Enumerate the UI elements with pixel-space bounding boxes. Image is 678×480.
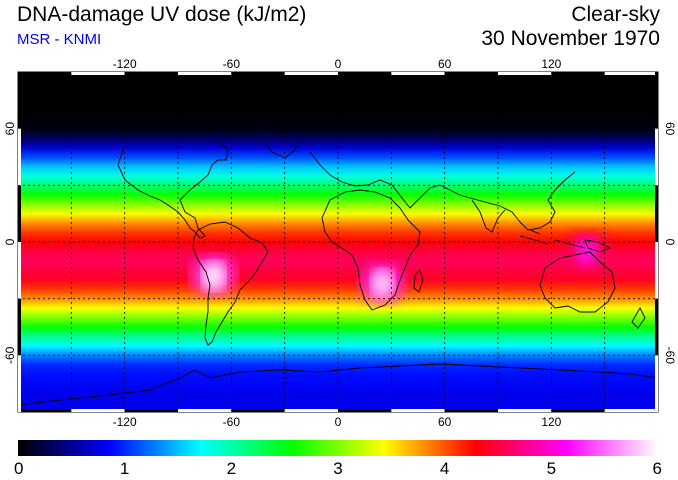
coast-australia [539,251,616,313]
lat-tick-left: -60 [3,346,17,364]
colorbar-ticks: 0 1 2 3 4 5 6 [14,459,662,478]
frame-bar-bottom [284,409,338,412]
frame-tick-bars [18,72,658,412]
frame-bar-right [655,242,658,299]
frame-bar-right [655,128,658,186]
coast-eurasia [309,151,576,231]
frame-bar-left [18,72,21,129]
source-label: MSR - KNMI [17,31,102,48]
frame-bar-bottom [551,409,605,412]
map-title: DNA-damage UV dose (kJ/m2) [17,3,307,26]
frame-bar-bottom [18,409,72,412]
frame-bar-left [18,298,21,356]
frame-bar-bottom [231,409,285,412]
axis-ticks: -120 -120 -60 -60 0 0 60 60 120 120 60 60 0 0 -60 -60 [3,57,677,429]
coast-new-zealand [631,307,646,329]
coast-india [471,199,506,233]
lat-tick-left: 60 [3,122,17,136]
frame-bar-bottom [338,409,392,412]
frame-bar-top [551,72,605,75]
lon-tick-bottom: 120 [541,415,561,429]
coastlines [18,139,658,406]
lat-tick-right: 0 [663,239,677,246]
hotspot-2 [564,231,609,272]
hotspot-1 [360,263,405,304]
lon-tick-bottom: -60 [223,415,241,429]
lon-tick-bottom: 0 [335,415,342,429]
colorbar-tick-label: 3 [333,459,342,478]
coast-new-guinea [584,239,612,253]
frame-bar-right [655,355,658,412]
lat-tick-right: 60 [663,122,677,136]
frame-bar-left [18,185,21,242]
colorbar [18,440,658,456]
frame-bar-bottom [391,409,445,412]
frame-bar-top [18,72,72,75]
frame-bar-top [124,72,178,75]
lon-tick-top: 60 [438,57,452,71]
frame-bar-top [338,72,392,75]
lat-tick-left: 0 [3,238,17,245]
lat-tick-right: -60 [663,347,677,365]
coast-africa [321,189,421,311]
graticule [18,72,658,412]
coast-indonesia [519,229,586,249]
frame-bar-right [655,298,658,356]
lon-tick-bottom: 60 [438,415,452,429]
frame-bar-top [444,72,498,75]
colorbar-tick-label: 6 [653,459,662,478]
colorbar-tick-label: 5 [547,459,556,478]
frame-bar-left [18,355,21,412]
frame-bar-left [18,242,21,299]
hotspot-0 [191,256,236,296]
frame-bar-bottom [178,409,232,412]
frame-bar-top [71,72,125,75]
date-label: 30 November 1970 [481,27,660,50]
lon-tick-top: 0 [335,57,342,71]
frame-bar-bottom [498,409,552,412]
frame-bar-top [178,72,232,75]
coast-madagascar [413,269,424,293]
frame-bar-right [655,72,658,129]
lon-tick-top: -60 [223,57,241,71]
lon-tick-top: 120 [541,57,561,71]
coast-north-america [117,141,229,239]
frame-bar-top [498,72,552,75]
frame-bar-top [391,72,445,75]
colorbar-tick-label: 1 [120,459,129,478]
frame-bar-left [18,128,21,186]
frame-bar-top [284,72,338,75]
hotspot-layer [191,231,609,304]
frame-bar-bottom [71,409,125,412]
colorbar-tick-label: 0 [14,459,23,478]
frame-bar-top [231,72,285,75]
frame-bar-right [655,185,658,242]
frame-bar-top [604,72,658,75]
frame-bar-bottom [444,409,498,412]
frame-bar-bottom [124,409,178,412]
coast-south-america [192,221,269,346]
lon-tick-top: -120 [113,57,137,71]
colorbar-tick-label: 4 [440,459,449,478]
colorbar-tick-label: 2 [227,459,236,478]
frame-bar-bottom [604,409,658,412]
lon-tick-bottom: -120 [113,415,137,429]
sky-condition-label: Clear-sky [571,3,660,26]
coast-antarctica [18,363,658,406]
